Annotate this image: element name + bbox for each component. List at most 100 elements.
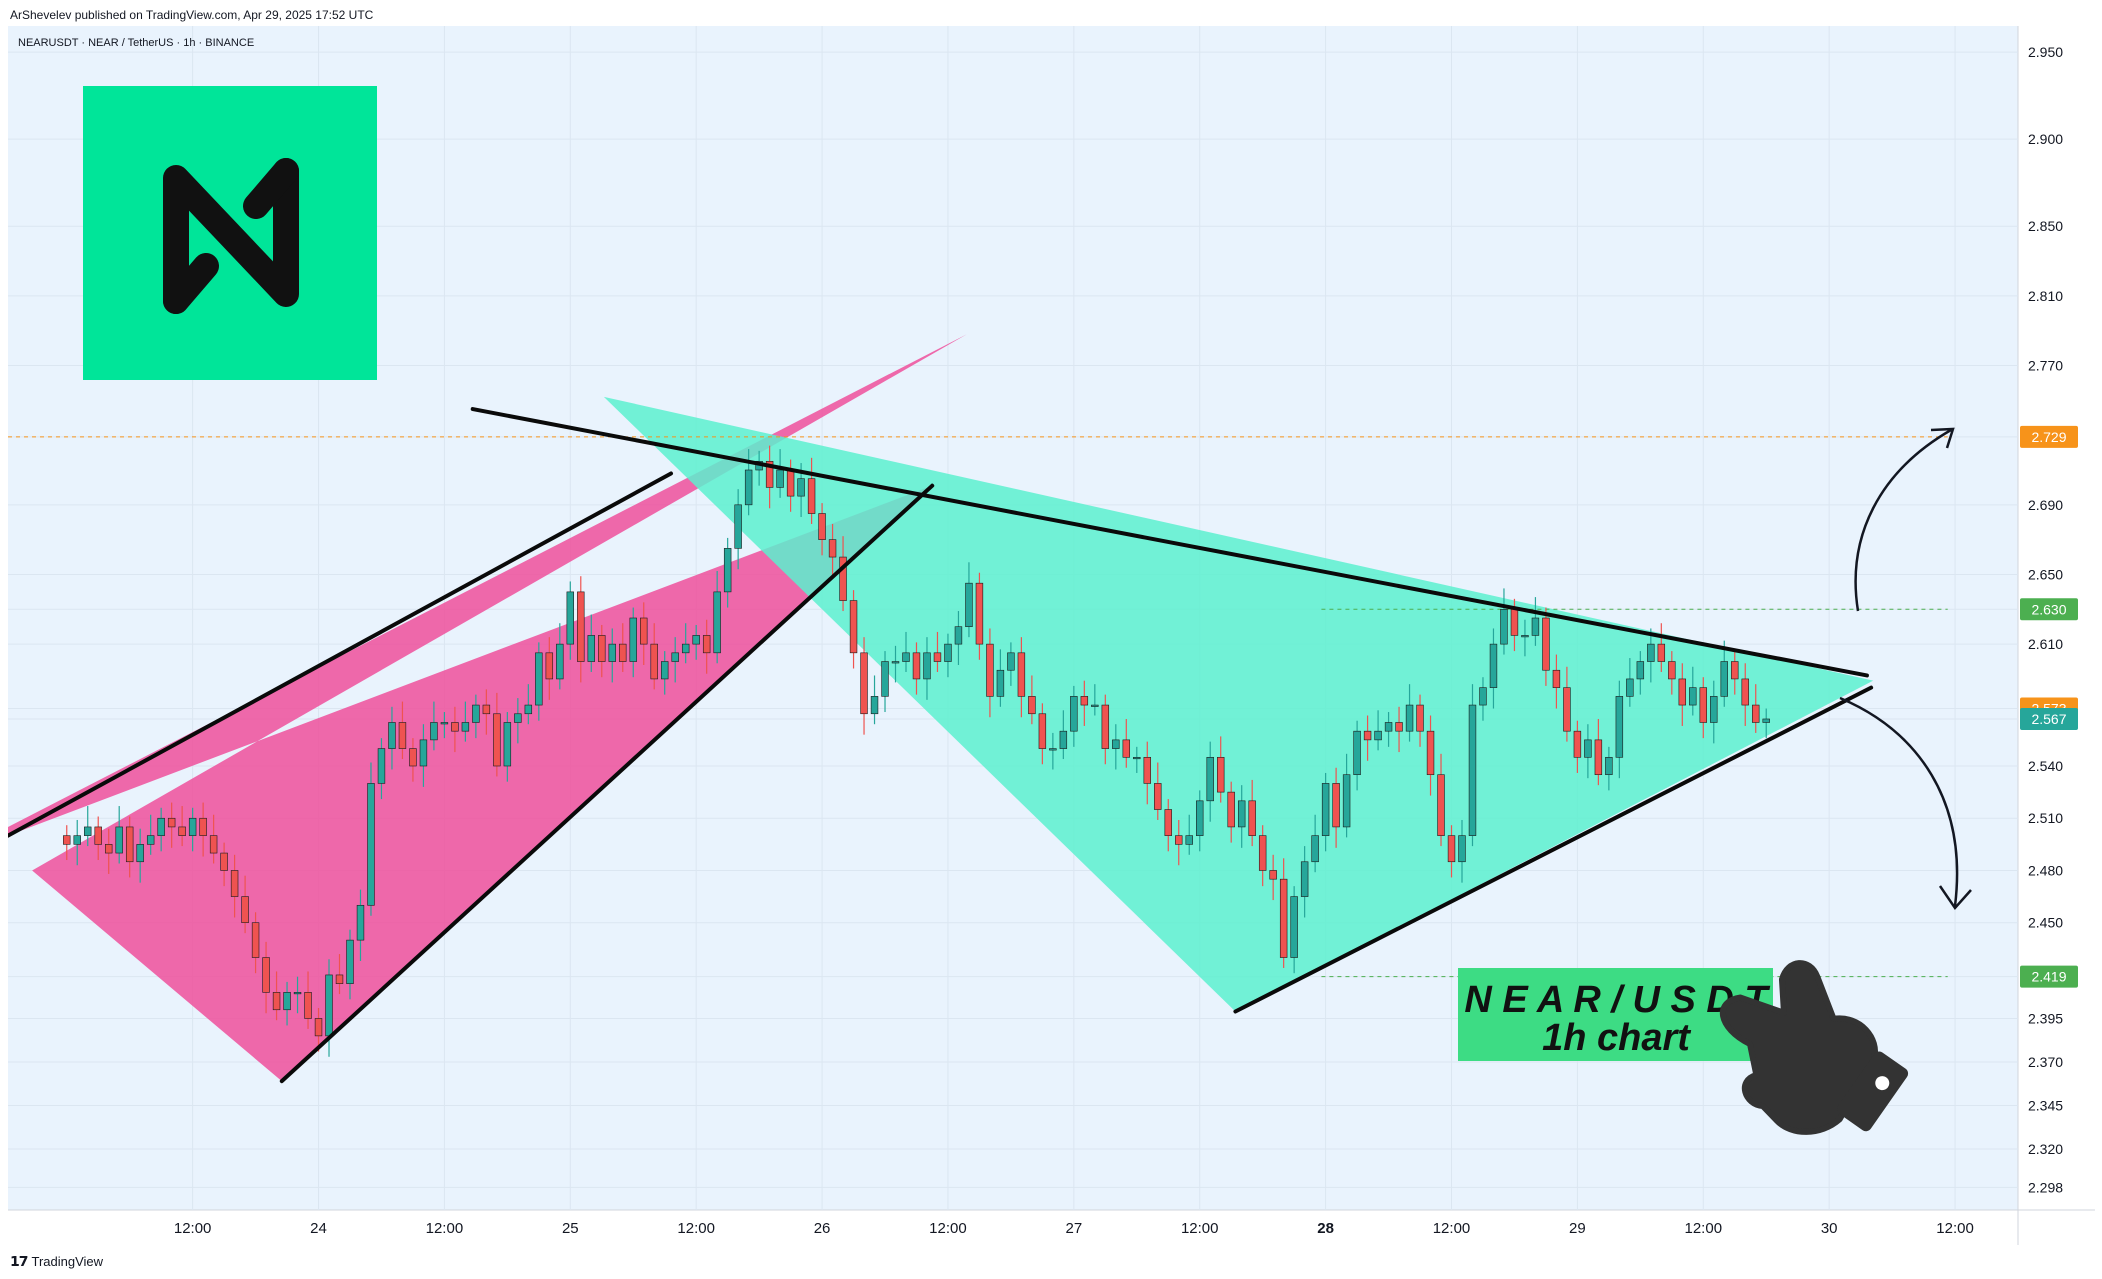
candle-body bbox=[1342, 774, 1351, 828]
candle-body bbox=[598, 635, 606, 662]
candle-body bbox=[1290, 896, 1298, 958]
footer-brand[interactable]: TradingView bbox=[31, 1254, 104, 1269]
candle-body bbox=[409, 748, 417, 767]
time-tick-label: 12:00 bbox=[174, 1220, 212, 1237]
candle-body bbox=[1731, 661, 1739, 680]
time-tick-label: 26 bbox=[814, 1220, 831, 1237]
candle-body bbox=[146, 835, 155, 845]
candle-body bbox=[314, 1018, 323, 1037]
price-tick-label: 2.850 bbox=[2028, 218, 2063, 234]
candle-body bbox=[1500, 608, 1508, 645]
candle-body bbox=[577, 591, 585, 662]
candle-body bbox=[1175, 835, 1183, 845]
candle-body bbox=[472, 704, 480, 723]
candle-body bbox=[1531, 617, 1540, 636]
time-tick-label: 24 bbox=[310, 1220, 327, 1237]
price-tick-label: 2.450 bbox=[2028, 915, 2063, 931]
candle-body bbox=[1038, 713, 1047, 749]
candle-body bbox=[944, 643, 952, 662]
candle-body bbox=[1227, 791, 1235, 828]
price-tick-label: 2.950 bbox=[2028, 44, 2063, 60]
candle-body bbox=[1689, 687, 1697, 706]
time-tick-label: 12:00 bbox=[1181, 1220, 1219, 1237]
candle-body bbox=[566, 591, 575, 645]
candle-body bbox=[671, 652, 679, 662]
candle-body bbox=[1279, 878, 1288, 958]
candle-body bbox=[965, 582, 973, 628]
candle-body bbox=[1101, 704, 1110, 749]
price-tick-label: 2.480 bbox=[2028, 862, 2063, 878]
candle-body bbox=[713, 591, 721, 654]
candle-body bbox=[640, 617, 648, 645]
candle-body bbox=[650, 643, 658, 680]
candle-body bbox=[1395, 722, 1403, 732]
candle-body bbox=[1657, 643, 1666, 662]
candle-body bbox=[1594, 739, 1603, 776]
candle-body bbox=[1699, 687, 1707, 723]
candle-body bbox=[923, 652, 931, 680]
time-tick-label: 12:00 bbox=[1685, 1220, 1723, 1237]
price-badge bbox=[2020, 598, 2078, 621]
candle-body bbox=[125, 826, 134, 863]
candle-body bbox=[765, 460, 774, 488]
candle-body bbox=[681, 643, 690, 654]
price-tick-label: 2.395 bbox=[2028, 1010, 2063, 1026]
candle-body bbox=[440, 722, 449, 725]
price-tick-label: 2.900 bbox=[2028, 131, 2063, 147]
candle-body bbox=[1217, 756, 1225, 793]
candle-body bbox=[346, 939, 354, 984]
candle-body bbox=[744, 469, 753, 506]
candle-body bbox=[398, 722, 407, 749]
price-badge-label: 2.419 bbox=[2031, 969, 2066, 985]
time-tick-label: 12:00 bbox=[1433, 1220, 1471, 1237]
candle-body bbox=[881, 661, 889, 697]
chart-svg[interactable]: 2.950 2.900 2.850 2.810 2.770 2.690 2.650 2.610… bbox=[6, 26, 2095, 1245]
candle-body bbox=[1248, 800, 1256, 836]
candle-body bbox=[419, 739, 428, 767]
candle-body bbox=[199, 817, 207, 836]
candle-body bbox=[272, 992, 281, 1011]
candle-body bbox=[1437, 774, 1445, 836]
candle-body bbox=[1311, 835, 1319, 863]
candle-body bbox=[1563, 687, 1571, 732]
candle-body bbox=[1332, 783, 1340, 828]
candle-body bbox=[1112, 739, 1120, 749]
time-axis-background bbox=[8, 1210, 2018, 1245]
candle-body bbox=[94, 826, 102, 845]
candle-body bbox=[335, 974, 344, 984]
candle-body bbox=[167, 817, 176, 828]
candle-body bbox=[828, 539, 837, 558]
candle-body bbox=[818, 513, 826, 540]
candle-body bbox=[702, 635, 711, 654]
candle-body bbox=[1070, 696, 1078, 732]
footer: 𝟭𝟳 TradingView bbox=[10, 1253, 103, 1270]
time-tick-label: 12:00 bbox=[426, 1220, 464, 1237]
price-tick-label: 2.540 bbox=[2028, 758, 2063, 774]
candle-body bbox=[1426, 730, 1435, 776]
candle-body bbox=[849, 600, 858, 654]
candle-body bbox=[1237, 800, 1246, 828]
candle-body bbox=[1017, 652, 1026, 697]
rising-wedge-upper bbox=[6, 471, 674, 838]
triangle-shape bbox=[603, 396, 1874, 1012]
chart-frame[interactable]: 2.950 2.900 2.850 2.810 2.770 2.690 2.650 2.610… bbox=[6, 26, 2095, 1245]
candle-body bbox=[461, 722, 470, 732]
candle-body bbox=[1154, 783, 1162, 810]
candle-body bbox=[776, 469, 784, 488]
candle-body bbox=[1552, 669, 1561, 688]
candle-body bbox=[63, 835, 71, 845]
candle-body bbox=[986, 643, 994, 697]
candle-body bbox=[73, 835, 81, 845]
candle-body bbox=[860, 652, 868, 715]
candle-body bbox=[692, 635, 700, 645]
candle-body bbox=[115, 826, 123, 854]
candle-body bbox=[482, 704, 491, 715]
price-badge-label: 2.729 bbox=[2031, 429, 2066, 445]
candle-body bbox=[1647, 643, 1655, 662]
candle-body bbox=[1468, 704, 1477, 836]
candle-body bbox=[1122, 739, 1131, 758]
candle-body bbox=[262, 957, 270, 993]
time-tick-label: 12:00 bbox=[929, 1220, 967, 1237]
candle-body bbox=[1584, 739, 1592, 758]
up-arrow-icon bbox=[1854, 427, 1955, 612]
